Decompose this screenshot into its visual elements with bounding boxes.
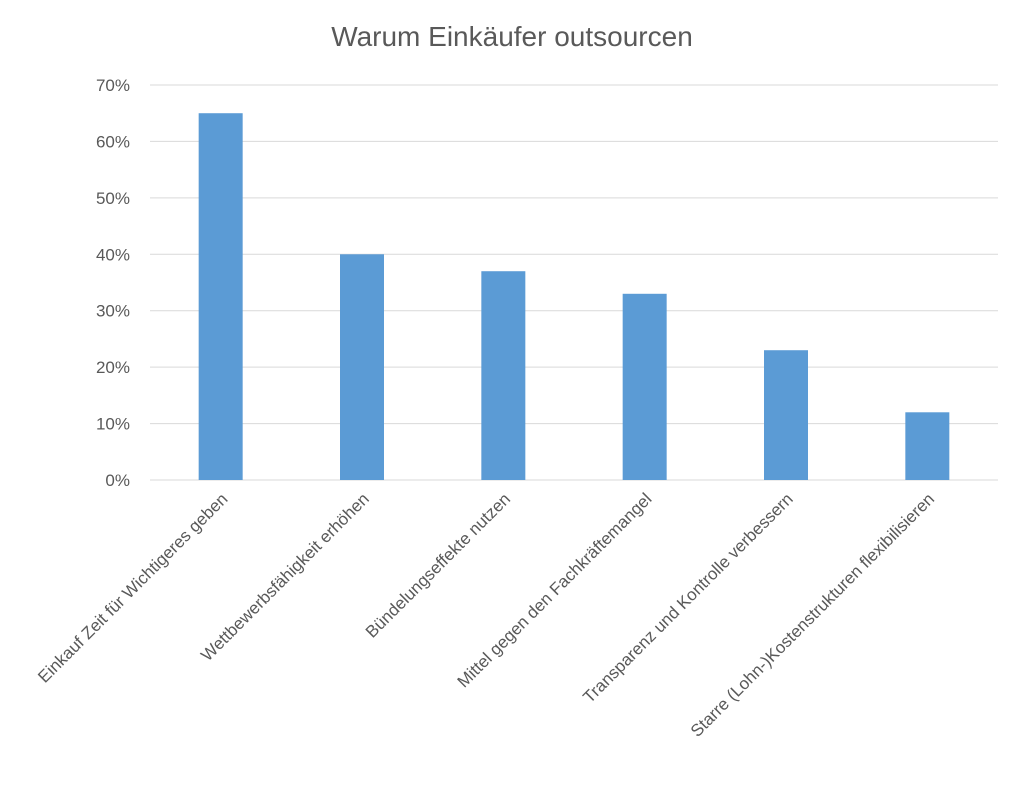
chart-title: Warum Einkäufer outsourcen [331, 21, 693, 52]
bars [198, 113, 950, 480]
bar [905, 412, 950, 480]
bar [198, 113, 243, 480]
y-tick-label: 0% [105, 471, 130, 490]
y-tick-label: 10% [96, 415, 130, 434]
gridlines [150, 84, 998, 481]
y-tick-label: 60% [96, 132, 130, 151]
y-axis-ticks: 0% 10% 20% 30% 40% 50% 60% 70% [96, 76, 130, 490]
bar [764, 350, 808, 480]
y-tick-label: 30% [96, 302, 130, 321]
x-axis-labels: Einkauf Zeit für Wichtigeres gebenWettbe… [34, 489, 938, 740]
y-tick-label: 40% [96, 245, 130, 264]
y-tick-label: 70% [96, 76, 130, 95]
y-tick-label: 50% [96, 189, 130, 208]
bar [481, 271, 526, 480]
bar [340, 254, 384, 480]
x-category-label: Starre (Lohn-)Kostenstrukturen flexibili… [687, 489, 938, 740]
x-category-label: Bündelungseffekte nutzen [362, 489, 514, 641]
x-category-label: Wettbewerbsfähigkeit erhöhen [197, 489, 373, 665]
y-tick-label: 20% [96, 358, 130, 377]
bar [622, 293, 667, 480]
